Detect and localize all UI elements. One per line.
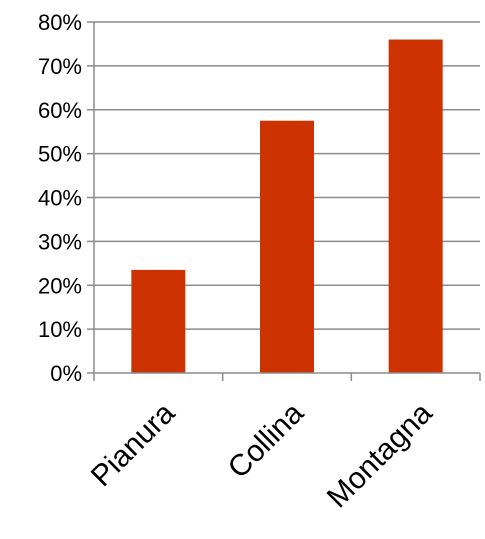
bar xyxy=(260,120,314,373)
y-tick-label: 30% xyxy=(38,229,82,254)
x-axis-labels: Pianura Collina Montagna xyxy=(85,396,439,514)
y-tick-label: 70% xyxy=(38,54,82,79)
bars xyxy=(131,39,443,374)
y-tick-label: 40% xyxy=(38,186,82,211)
y-tick-label: 60% xyxy=(38,98,82,123)
bar xyxy=(388,39,443,374)
bar xyxy=(131,269,186,373)
x-tick-label: Collina xyxy=(222,396,310,484)
y-tick-label: 0% xyxy=(50,361,82,386)
x-tick-label: Montagna xyxy=(321,396,439,514)
y-tick-label: 10% xyxy=(38,317,82,342)
y-tick-label: 50% xyxy=(38,142,82,167)
axes xyxy=(93,22,481,381)
y-tick-label: 80% xyxy=(38,10,82,35)
y-tick-label: 20% xyxy=(38,273,82,298)
x-tick-label: Pianura xyxy=(85,396,182,493)
y-axis-ticks: 0% 10% 20% 30% 40% 50% 60% 70% 80% xyxy=(38,10,94,386)
